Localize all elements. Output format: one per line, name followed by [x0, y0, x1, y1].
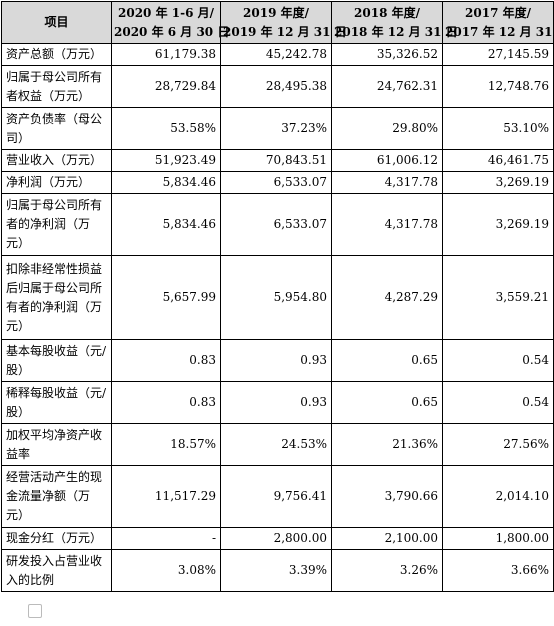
cell-value: 46,461.75: [442, 149, 554, 172]
table-row: 营业收入（万元） 51,923.49 70,843.51 61,006.12 4…: [1, 149, 554, 172]
table-row: 稀释每股收益（元/股） 0.83 0.93 0.65 0.54: [1, 381, 554, 424]
cell-value: 4,287.29: [331, 255, 443, 340]
row-label: 稀释每股收益（元/股）: [1, 381, 112, 424]
cell-value: 0.83: [111, 339, 221, 382]
cell-value: 61,006.12: [331, 149, 443, 172]
cell-value: 3,790.66: [331, 465, 443, 528]
table-row: 加权平均净资产收益率 18.57% 24.53% 21.36% 27.56%: [1, 423, 554, 466]
table-header-row: 项目 2020 年 1-6 月/ 2020 年 6 月 30 日 2019 年度…: [1, 1, 554, 44]
cell-value: 4,317.78: [331, 193, 443, 256]
cell-value: 18.57%: [111, 423, 221, 466]
cell-value: 27.56%: [442, 423, 554, 466]
watermark: [28, 604, 45, 618]
header-period-2017: 2017 年度/ 2017 年 12 月 31 日: [442, 1, 554, 44]
row-label: 归属于母公司所有者的净利润（万元）: [1, 193, 112, 256]
cell-value: 3,269.19: [442, 193, 554, 256]
cell-value: 0.54: [442, 339, 554, 382]
cell-value: 4,317.78: [331, 171, 443, 194]
table-row: 资产总额（万元） 61,179.38 45,242.78 35,326.52 2…: [1, 43, 554, 66]
header-period-2020h1: 2020 年 1-6 月/ 2020 年 6 月 30 日: [111, 1, 229, 44]
cell-value: 28,495.38: [220, 65, 332, 108]
table-row: 净利润（万元） 5,834.46 6,533.07 4,317.78 3,269…: [1, 171, 554, 194]
cell-value: 0.93: [220, 381, 332, 424]
table-row: 归属于母公司所有者权益（万元） 28,729.84 28,495.38 24,7…: [1, 65, 554, 108]
table-row: 归属于母公司所有者的净利润（万元） 5,834.46 6,533.07 4,31…: [1, 193, 554, 256]
cell-value: 21.36%: [331, 423, 443, 466]
cell-value: 3.66%: [442, 549, 554, 592]
cell-value: 2,800.00: [220, 527, 332, 550]
cell-value: 3.08%: [111, 549, 221, 592]
cell-value: 5,657.99: [111, 255, 221, 340]
cell-value: 27,145.59: [442, 43, 554, 66]
row-label: 基本每股收益（元/股）: [1, 339, 112, 382]
table-row: 基本每股收益（元/股） 0.83 0.93 0.65 0.54: [1, 339, 554, 382]
cell-value: 3.39%: [220, 549, 332, 592]
cell-value: 0.83: [111, 381, 221, 424]
cell-value: 37.23%: [220, 107, 332, 150]
cell-value: 6,533.07: [220, 193, 332, 256]
cell-value: 70,843.51: [220, 149, 332, 172]
row-label: 净利润（万元）: [1, 171, 112, 194]
row-label: 扣除非经常性损益后归属于母公司所有者的净利润（万元）: [1, 255, 112, 340]
cell-value: 2,014.10: [442, 465, 554, 528]
cell-value: 5,834.46: [111, 171, 221, 194]
cell-value: 11,517.29: [111, 465, 221, 528]
watermark-logo-icon: [28, 604, 42, 618]
cell-value: 3,269.19: [442, 171, 554, 194]
cell-value: 0.93: [220, 339, 332, 382]
cell-value: 3.26%: [331, 549, 443, 592]
table-row: 经营活动产生的现金流量净额（万元） 11,517.29 9,756.41 3,7…: [1, 465, 554, 528]
cell-value: -: [111, 527, 221, 550]
cell-value: 24.53%: [220, 423, 332, 466]
cell-value: 24,762.31: [331, 65, 443, 108]
table-row: 现金分红（万元） - 2,800.00 2,100.00 1,800.00: [1, 527, 554, 550]
cell-value: 2,100.00: [331, 527, 443, 550]
cell-value: 45,242.78: [220, 43, 332, 66]
cell-value: 0.65: [331, 381, 443, 424]
row-label: 归属于母公司所有者权益（万元）: [1, 65, 112, 108]
cell-value: 29.80%: [331, 107, 443, 150]
cell-value: 51,923.49: [111, 149, 221, 172]
financial-table-container: 项目 2020 年 1-6 月/ 2020 年 6 月 30 日 2019 年度…: [1, 1, 554, 592]
table-row: 扣除非经常性损益后归属于母公司所有者的净利润（万元） 5,657.99 5,95…: [1, 255, 554, 340]
row-label: 加权平均净资产收益率: [1, 423, 112, 466]
cell-value: 3,559.21: [442, 255, 554, 340]
row-label: 研发投入占营业收入的比例: [1, 549, 112, 592]
cell-value: 9,756.41: [220, 465, 332, 528]
financial-summary-table: 项目 2020 年 1-6 月/ 2020 年 6 月 30 日 2019 年度…: [1, 1, 554, 592]
cell-value: 6,533.07: [220, 171, 332, 194]
row-label: 资产总额（万元）: [1, 43, 112, 66]
cell-value: 35,326.52: [331, 43, 443, 66]
cell-value: 61,179.38: [111, 43, 221, 66]
table-row: 资产负债率（母公司） 53.58% 37.23% 29.80% 53.10%: [1, 107, 554, 150]
row-label: 资产负债率（母公司）: [1, 107, 112, 150]
row-label: 营业收入（万元）: [1, 149, 112, 172]
header-period-2019: 2019 年度/ 2019 年 12 月 31 日: [220, 1, 347, 44]
cell-value: 5,954.80: [220, 255, 332, 340]
cell-value: 1,800.00: [442, 527, 554, 550]
cell-value: 0.54: [442, 381, 554, 424]
row-label: 经营活动产生的现金流量净额（万元）: [1, 465, 112, 528]
cell-value: 5,834.46: [111, 193, 221, 256]
header-period-2018: 2018 年度/ 2018 年 12 月 31 日: [331, 1, 458, 44]
cell-value: 53.58%: [111, 107, 221, 150]
cell-value: 28,729.84: [111, 65, 221, 108]
table-row: 研发投入占营业收入的比例 3.08% 3.39% 3.26% 3.66%: [1, 549, 554, 592]
cell-value: 12,748.76: [442, 65, 554, 108]
header-item: 项目: [1, 1, 112, 44]
cell-value: 0.65: [331, 339, 443, 382]
row-label: 现金分红（万元）: [1, 527, 112, 550]
cell-value: 53.10%: [442, 107, 554, 150]
